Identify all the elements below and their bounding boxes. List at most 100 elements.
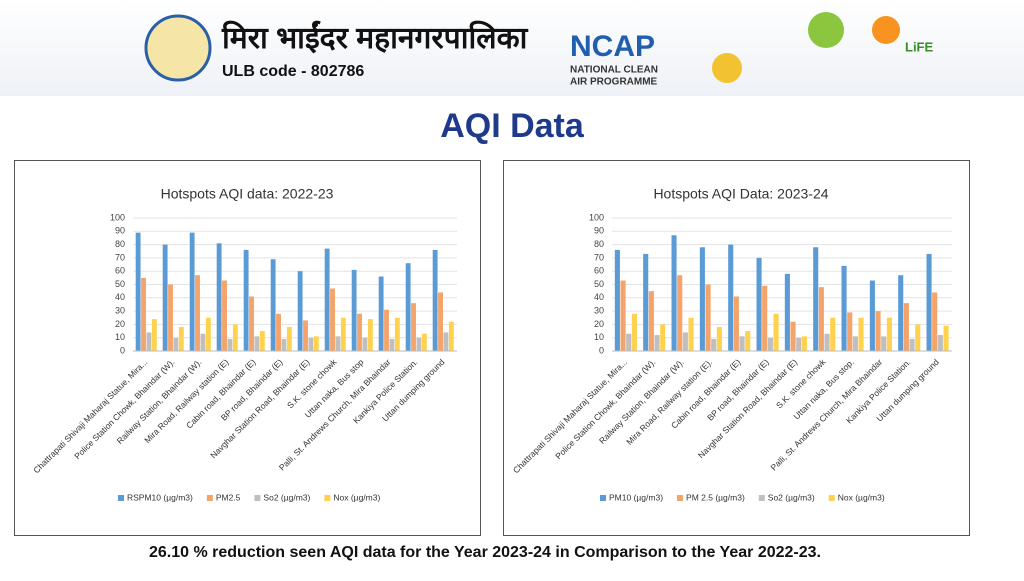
bar [801,336,807,351]
legend-swatch [828,495,835,501]
legend-swatch [324,495,331,501]
y-tick-label: 30 [115,305,125,315]
y-tick-label: 60 [594,266,604,276]
y-tick-label: 40 [594,292,604,302]
bar [631,313,637,351]
bar [903,303,909,351]
bar [448,321,454,351]
bar [411,303,416,351]
bar [146,332,152,351]
bar [688,317,694,351]
bar [438,292,443,351]
bar [824,333,830,351]
bar [762,285,768,351]
bar [362,337,368,351]
bar [416,337,422,351]
bar [384,309,389,351]
bar [711,339,717,351]
bar [660,324,666,351]
bar [394,317,400,351]
bar [739,336,745,351]
bar [654,335,660,351]
chart-title: Hotspots AQI data: 2022-23 [161,186,334,202]
chart-title: Hotspots AQI Data: 2023-24 [653,186,828,202]
bar [886,317,892,351]
bar [818,287,824,351]
bar [898,275,904,351]
y-tick-label: 50 [115,279,125,289]
bar [671,235,677,351]
bar [705,284,711,351]
bar [909,339,915,351]
bar [297,271,303,351]
y-tick-label: 100 [589,212,604,222]
y-tick-label: 90 [115,226,125,236]
logo [872,16,900,44]
bar [875,311,881,351]
bar [648,291,654,351]
legend-swatch [118,495,124,501]
y-tick-label: 90 [594,226,604,236]
y-tick-label: 20 [115,319,125,329]
bar [313,336,319,351]
y-tick-label: 50 [594,279,604,289]
bar [168,284,173,351]
y-tick-label: 80 [115,239,125,249]
y-tick-label: 0 [599,345,604,355]
bar [932,292,938,351]
bar [330,288,335,351]
bar [195,275,200,351]
legend-label: Nox (µg/m3) [838,492,885,502]
footer-note: 26.10 % reduction seen AQI data for the … [149,544,821,561]
bar [858,317,864,351]
bar [205,317,211,351]
y-tick-label: 60 [115,266,125,276]
chart-frame [14,160,481,536]
x-tick-label: Navghar Station Road, Bhaindar (E) [208,357,311,460]
bar [216,243,222,351]
bar [796,337,802,351]
logo [808,12,844,48]
bar [767,337,773,351]
legend-swatch [758,495,765,501]
bar [926,253,932,351]
bar [151,319,157,351]
bar [254,336,260,351]
bar [270,259,276,351]
legend-swatch [677,495,684,501]
y-tick-label: 40 [115,292,125,302]
bar [389,339,395,351]
legend-swatch [254,495,261,501]
chart-frame [503,160,970,536]
bar [135,232,141,351]
bar [421,333,427,351]
bar [222,280,227,351]
legend-label: PM 2.5 (µg/m3) [686,492,745,502]
bar [682,332,688,351]
bar [915,324,921,351]
bar [881,336,887,351]
page-title: AQI Data [440,107,585,145]
bar [943,325,949,351]
bar [813,247,819,351]
bar [830,317,836,351]
x-tick-label: Police Station Chowk, Bhaindar (W). [72,357,176,461]
bar [308,337,314,351]
bar [790,321,796,351]
x-tick-label: S.K. stone chowk [774,356,828,410]
legend-label: PM2.5 [216,492,241,502]
legend-swatch [206,495,213,501]
bar [141,277,146,351]
x-tick-label: Chattrapati Shivaji Maharaj Statue, Mira… [511,357,629,475]
y-tick-label: 0 [120,345,125,355]
logo [712,53,742,83]
x-tick-label: Chattrapati Shivaji Maharaj Statue, Mira… [31,357,149,475]
emblem [144,14,212,82]
bar [227,339,233,351]
bar [852,336,858,351]
bar [937,335,943,351]
bar [699,247,705,351]
legend-label: So2 (µg/m3) [263,492,310,502]
